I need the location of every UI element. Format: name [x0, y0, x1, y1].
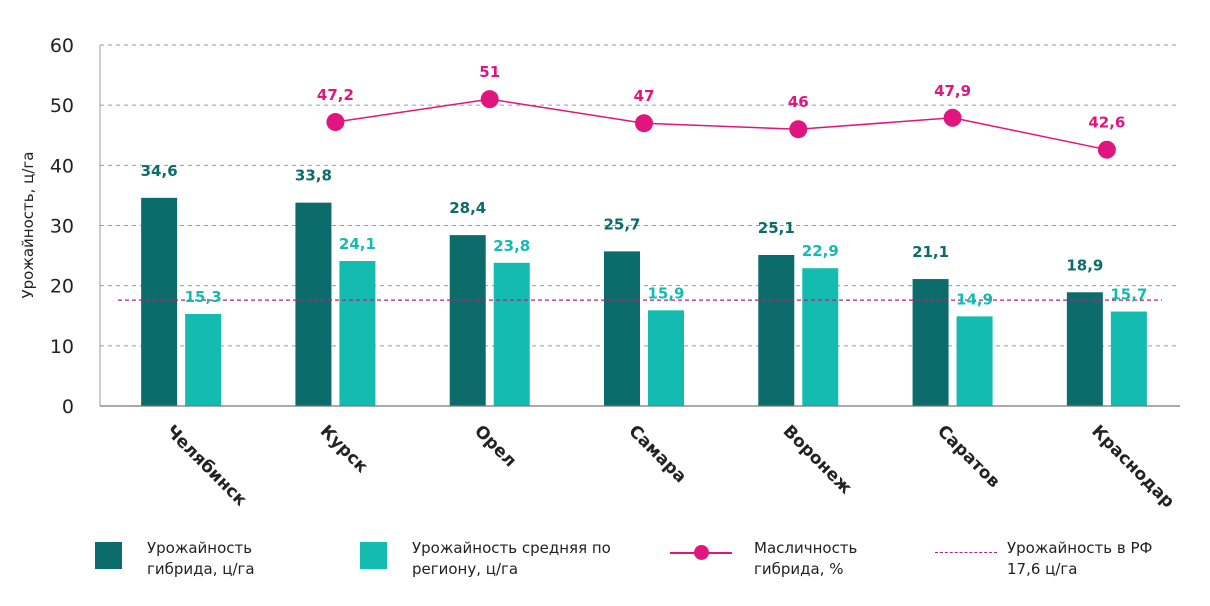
y-tick-label: 50 — [50, 95, 74, 117]
bar-hybrid-yield — [449, 235, 486, 406]
data-label-hybrid-yield: 34,6 — [141, 162, 178, 180]
data-label-hybrid-yield: 28,4 — [449, 199, 486, 217]
bar-hybrid-yield — [141, 197, 178, 406]
data-label-oil-content: 42,6 — [1088, 114, 1125, 132]
y-tick-label: 60 — [50, 35, 74, 57]
x-category-label: Краснодар — [1087, 421, 1178, 512]
bar-hybrid-yield — [295, 202, 332, 406]
legend-item-region-yield: Урожайность средняя по региону, ц/га — [360, 538, 632, 580]
bars — [141, 197, 1147, 406]
legend: Урожайность гибрида, ц/га Урожайность ср… — [0, 538, 1210, 598]
x-category-label: Курск — [316, 421, 372, 477]
data-label-hybrid-yield: 21,1 — [912, 243, 949, 261]
y-axis-label: Урожайность, ц/га — [19, 152, 37, 299]
data-label-region-yield: 15,9 — [647, 284, 684, 302]
x-category-label: Челябинск — [162, 421, 251, 510]
x-category-label: Воронеж — [779, 421, 856, 498]
oil-content-point — [326, 113, 345, 132]
data-label-oil-content: 51 — [479, 63, 500, 81]
data-label-hybrid-yield: 33,8 — [295, 167, 332, 185]
legend-label-hybrid-yield: Урожайность гибрида, ц/га — [147, 539, 255, 578]
data-label-hybrid-yield: 18,9 — [1066, 256, 1103, 274]
bar-hybrid-yield — [758, 254, 795, 406]
legend-swatch-rf-yield — [935, 538, 997, 568]
data-label-region-yield: 15,7 — [1110, 286, 1147, 304]
x-axis-categories: Челябинск Курск Орел Самара Воронеж Саратов Кр… — [162, 421, 1179, 512]
bar-hybrid-yield — [912, 279, 949, 406]
oil-content-point — [943, 108, 962, 127]
oil-content-point — [480, 90, 499, 109]
data-label-oil-content: 47,9 — [934, 82, 971, 100]
oil-content-point — [635, 114, 653, 133]
x-category-label: Самара — [624, 421, 690, 487]
legend-item-hybrid-yield: Урожайность гибрида, ц/га — [95, 538, 297, 580]
gridlines — [99, 44, 1180, 406]
bar-region-yield — [493, 262, 530, 406]
bar-region-yield — [956, 316, 993, 406]
x-category-label: Орел — [470, 421, 520, 471]
oil-content-point — [789, 120, 808, 139]
y-axis-ticks: 0 10 20 30 40 50 60 — [50, 35, 74, 418]
data-label-oil-content: 47 — [634, 87, 655, 105]
bar-region-yield — [1110, 311, 1147, 406]
bar-region-yield — [802, 268, 839, 406]
y-tick-label: 10 — [50, 336, 74, 358]
legend-swatch-region-yield — [360, 542, 387, 569]
data-label-region-yield: 15,3 — [185, 288, 222, 306]
bar-hybrid-yield — [604, 251, 640, 406]
y-tick-label: 30 — [50, 216, 74, 238]
data-label-oil-content: 47,2 — [317, 86, 354, 104]
bar-region-yield — [648, 310, 684, 406]
data-label-region-yield: 14,9 — [956, 290, 993, 308]
data-label-hybrid-yield: 25,1 — [758, 219, 795, 237]
x-category-label: Саратов — [933, 421, 1004, 492]
oil-content-line — [326, 90, 1116, 159]
legend-item-oil-content: Масличность гибрида, % — [670, 538, 894, 580]
oil-content-point — [1097, 140, 1116, 159]
y-tick-label: 20 — [50, 276, 74, 298]
legend-label-rf-yield: Урожайность в РФ 17,6 ц/га — [1007, 539, 1153, 578]
oil-content-polyline — [335, 98, 1108, 151]
legend-label-oil-content: Масличность гибрида, % — [754, 539, 858, 578]
bar-hybrid-yield — [1066, 292, 1103, 406]
data-label-region-yield: 24,1 — [339, 235, 376, 253]
data-labels: 34,6 33,8 28,4 25,7 25,1 21,1 18,9 15,3 24,1 23,8… — [141, 63, 1148, 308]
data-label-region-yield: 22,9 — [802, 242, 839, 260]
bar-region-yield — [339, 260, 376, 406]
legend-label-region-yield: Урожайность средняя по региону, ц/га — [412, 539, 611, 578]
data-label-oil-content: 46 — [788, 93, 809, 111]
data-label-hybrid-yield: 25,7 — [603, 215, 640, 233]
data-label-region-yield: 23,8 — [493, 237, 530, 255]
bar-region-yield — [185, 313, 222, 406]
legend-swatch-oil-content — [670, 538, 732, 568]
y-tick-label: 0 — [62, 396, 74, 418]
legend-item-rf-yield: Урожайность в РФ 17,6 ц/га — [935, 538, 1187, 580]
y-tick-label: 40 — [50, 155, 74, 177]
legend-swatch-hybrid-yield — [95, 542, 122, 569]
